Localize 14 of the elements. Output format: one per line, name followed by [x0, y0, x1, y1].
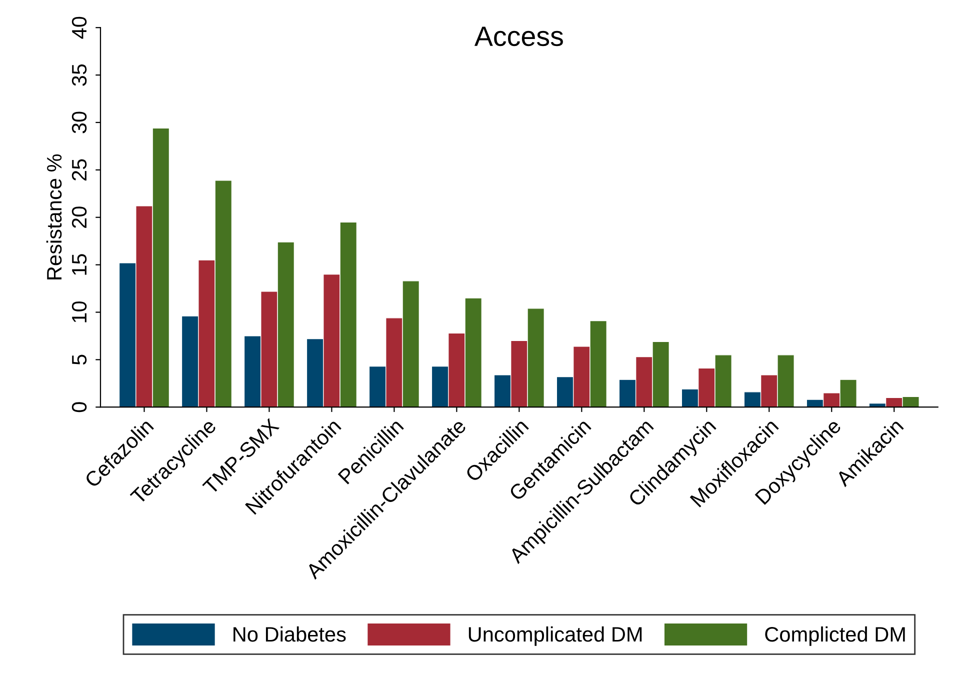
y-tick-label: 0: [72, 402, 87, 412]
y-axis-title: Resistance %: [46, 154, 62, 280]
legend-label: Complicted DM: [765, 626, 905, 646]
y-tick-label: 25: [72, 159, 87, 180]
legend-label: No Diabetes: [234, 626, 346, 642]
y-tick-label: 10: [72, 301, 87, 322]
y-tick-label: 20: [72, 206, 87, 228]
y-tick-label: 40: [72, 16, 87, 39]
legend-label: Uncomplicated DM: [468, 626, 642, 646]
y-tick-label: 35: [72, 64, 87, 86]
y-tick-label: 30: [72, 112, 87, 134]
y-tick-label: 15: [72, 254, 87, 275]
y-tick-label: 5: [72, 354, 87, 365]
chart-title: Access: [474, 26, 563, 46]
